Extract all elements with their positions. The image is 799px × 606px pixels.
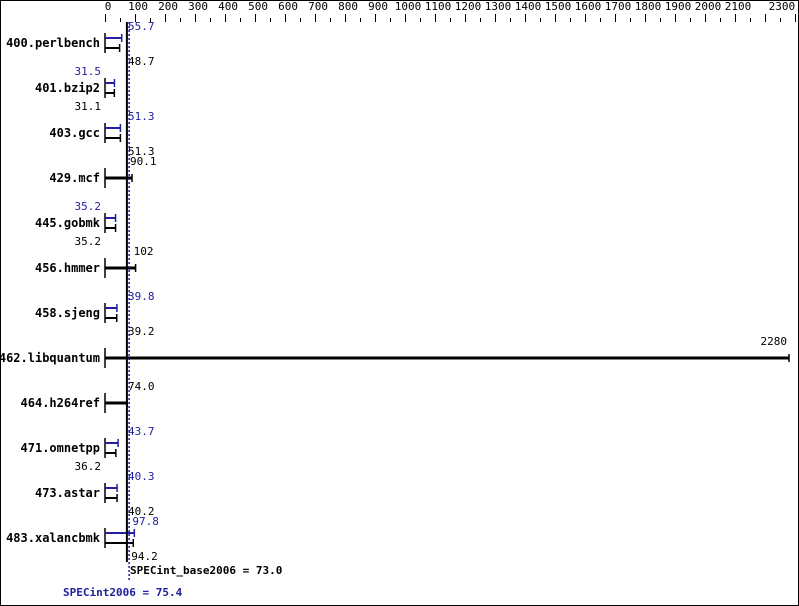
peak-mean-label: SPECint2006 = 75.4 [63,586,183,599]
value-label: 51.3 [128,110,155,123]
x-tick-label: 1600 [575,0,602,13]
value-label: 90.1 [130,155,157,168]
benchmark-row: 401.bzip2 31.5 31.1 [35,65,116,113]
x-tick-label: 0 [105,0,112,13]
bars: 400.perlbench55.748.7401.bzip231.531.140… [0,20,790,563]
value-label: 48.7 [128,55,155,68]
benchmark-label: 429.mcf [49,171,100,185]
value-label: 40.2 [128,505,155,518]
x-tick-label: 100 [128,0,148,13]
value-label: 102 [134,245,154,258]
x-tick-label: 2100 [725,0,752,13]
value-label: 55.7 [128,20,155,33]
benchmark-label: 403.gcc [49,126,100,140]
value-label: 39.2 [128,325,155,338]
value-label: 31.5 [75,65,102,78]
value-label: 36.2 [75,460,102,473]
base-mean-label: SPECint_base2006 = 73.0 [130,564,282,577]
value-label: 40.3 [128,470,155,483]
benchmark-label: 400.perlbench [6,36,100,50]
x-tick-label: 300 [188,0,208,13]
benchmark-label: 445.gobmk [35,216,101,230]
benchmark-label: 401.bzip2 [35,81,100,95]
x-tick-label: 1100 [425,0,452,13]
x-tick-label: 1900 [665,0,692,13]
benchmark-row: 458.sjeng 39.8 39.2 [35,290,155,338]
value-label: 43.7 [128,425,155,438]
x-tick-label: 200 [158,0,178,13]
benchmark-row: 403.gcc 51.3 51.3 [49,110,154,158]
benchmark-row: 456.hmmer 102 [35,245,154,278]
value-label: 35.2 [75,235,102,248]
benchmark-label: 464.h264ref [21,396,100,410]
benchmark-row: 464.h264ref 74.0 [21,380,155,413]
x-tick-label: 700 [308,0,328,13]
x-tick-label: 1500 [545,0,572,13]
benchmark-row: 400.perlbench 55.7 48.7 [6,20,154,68]
x-tick-label: 800 [338,0,358,13]
x-tick-label: 500 [248,0,268,13]
value-label: 35.2 [75,200,102,213]
x-tick-label: 1800 [635,0,662,13]
benchmark-label: 462.libquantum [0,351,100,365]
value-label: 97.8 [132,515,159,528]
x-tick-label: 1200 [455,0,482,13]
benchmark-row: 483.xalancbmk 97.8 94.2 [6,515,159,563]
benchmark-row: 429.mcf 90.1 [49,155,157,188]
x-tick-label: 1000 [395,0,422,13]
x-tick-label: 2000 [695,0,722,13]
x-tick-label: 2300 [769,0,796,13]
value-label: 31.1 [75,100,102,113]
benchmark-row: 471.omnetpp 43.7 36.2 [21,425,155,473]
benchmark-row: 462.libquantum 2280 [0,335,790,368]
value-label: 39.8 [128,290,155,303]
benchmark-label: 471.omnetpp [21,441,100,455]
reference-lines: SPECint_base2006 = 73.0 SPECint2006 = 75.… [63,22,282,599]
x-tick-label: 900 [368,0,388,13]
benchmark-row: 473.astar 40.3 40.2 [35,470,155,518]
benchmark-label: 458.sjeng [35,306,100,320]
x-tick-label: 1700 [605,0,632,13]
x-tick-label: 1400 [515,0,542,13]
value-label: 51.3 [128,145,155,158]
benchmark-row: 445.gobmk 35.2 35.2 [35,200,117,248]
benchmark-label: 483.xalancbmk [6,531,101,545]
value-label: 74.0 [128,380,155,393]
value-label: 94.2 [131,550,158,563]
value-label: 2280 [761,335,788,348]
x-tick-label: 400 [218,0,238,13]
x-tick-label: 600 [278,0,298,13]
benchmark-label: 473.astar [35,486,100,500]
x-axis: 0 100 200 300 400 500 600 700 800 900 1000 1100 1200… [105,0,796,22]
x-tick-label: 1300 [485,0,512,13]
benchmark-label: 456.hmmer [35,261,100,275]
